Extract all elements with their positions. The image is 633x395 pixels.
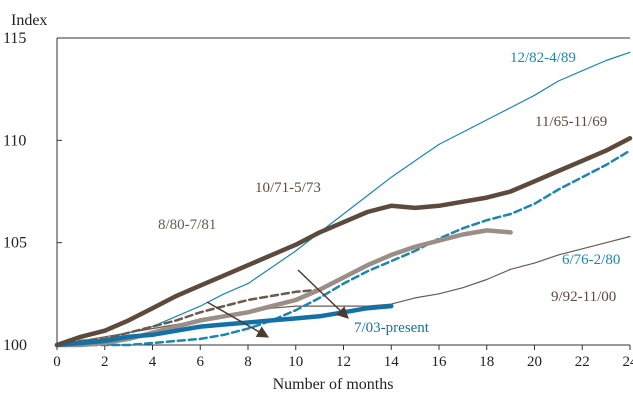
x-tick-label: 20: [527, 354, 542, 370]
label-6-76-2-80: 6/76-2/80: [562, 252, 620, 268]
x-tick-label: 6: [197, 354, 205, 370]
x-tick-label: 14: [384, 354, 400, 370]
arrow-8-80-7-81: [206, 301, 270, 338]
series-layer: [54, 51, 633, 348]
x-ticks: 024681012141618202224: [53, 345, 633, 370]
y-tick-label: 110: [3, 132, 26, 149]
x-tick-label: 10: [288, 354, 303, 370]
label-12-82-4-89: 12/82-4/89: [510, 50, 576, 66]
annotations: 12/82-4/89 11/65-11/69 10/71-5/73 8/80-7…: [158, 50, 620, 336]
arrow-10-71-5-73: [297, 269, 349, 319]
series-line-11-65-11-69: [54, 136, 633, 348]
x-tick-label: 4: [149, 354, 157, 370]
y-axis-label: Index: [11, 12, 47, 29]
axes: [56, 37, 630, 346]
label-7-03-present: 7/03-present: [354, 320, 430, 336]
x-axis-label: Number of months: [273, 376, 394, 393]
label-10-71-5-73: 10/71-5/73: [255, 180, 321, 196]
x-tick-label: 16: [432, 354, 448, 370]
x-tick-label: 24: [623, 354, 633, 370]
series-line-6-76-2-80: [55, 149, 632, 347]
x-tick-label: 12: [336, 354, 351, 370]
label-8-80-7-81: 8/80-7/81: [158, 217, 216, 233]
label-9-92-11-00: 9/92-11/00: [551, 289, 616, 305]
series-line-9-92-11-00: [56, 235, 631, 346]
y-tick-label: 105: [3, 235, 27, 252]
x-tick-label: 0: [53, 354, 61, 370]
y-tick-label: 115: [3, 30, 26, 47]
x-tick-label: 22: [575, 354, 590, 370]
annotation-arrows: [206, 269, 349, 338]
y-ticks: 100 105 110 115: [3, 30, 62, 354]
x-tick-label: 8: [244, 354, 252, 370]
x-tick-label: 18: [479, 354, 494, 370]
series-line-7-03-present: [54, 303, 394, 348]
label-11-65-11-69: 11/65-11/69: [535, 114, 607, 130]
x-tick-label: 2: [101, 354, 109, 370]
y-tick-label: 100: [3, 337, 27, 354]
series-line-12-82-4-89: [56, 51, 631, 346]
